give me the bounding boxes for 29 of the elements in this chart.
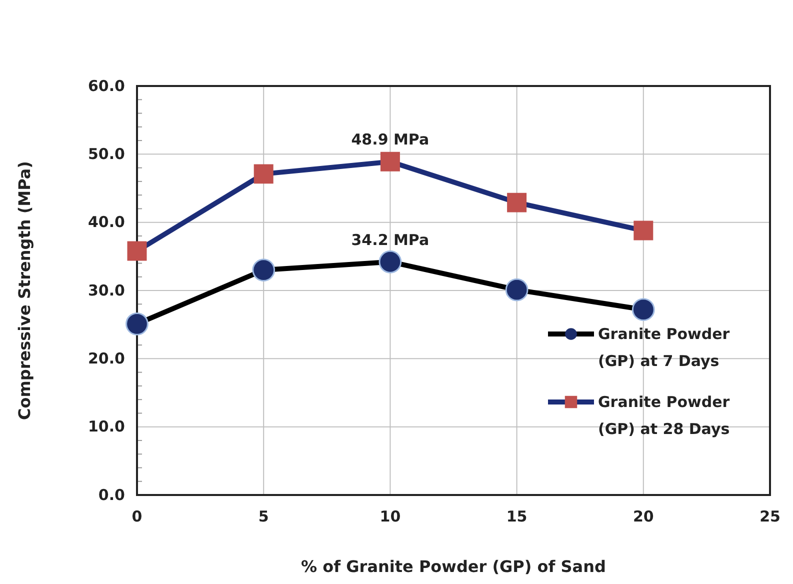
point xyxy=(505,278,528,302)
y-tick-label: 50.0 xyxy=(88,144,125,163)
point xyxy=(634,220,654,240)
point xyxy=(127,241,147,261)
x-tick-label: 25 xyxy=(760,508,780,526)
x-tick-label: 15 xyxy=(506,508,528,526)
y-tick-label: 0.0 xyxy=(98,486,125,504)
point xyxy=(126,312,148,336)
x-tick-label: 20 xyxy=(632,508,654,526)
point xyxy=(507,192,527,212)
y-axis-title: Compressive Strength (MPa) xyxy=(15,161,34,420)
legend-label: Granite Powder (GP) at 28 Days xyxy=(598,393,730,438)
point xyxy=(252,258,276,282)
y-tick-label: 60.0 xyxy=(88,76,125,95)
point xyxy=(254,164,274,184)
y-tick-label: 10.0 xyxy=(88,418,125,436)
x-tick-label: 5 xyxy=(258,508,269,526)
y-tick-label: 40.0 xyxy=(88,213,125,232)
x-tick-label: 0 xyxy=(132,508,142,526)
annotation: 34.2 MPa xyxy=(351,230,430,249)
x-tick-label: 10 xyxy=(380,508,401,526)
point xyxy=(378,250,402,274)
legend-label: Granite Powder (GP) at 7 Days xyxy=(598,325,730,370)
point xyxy=(380,152,400,172)
point xyxy=(632,298,655,322)
annotation: 48.9 MPa xyxy=(351,130,430,149)
y-tick-label: 20.0 xyxy=(88,349,125,368)
x-axis-title: % of Granite Powder (GP) of Sand xyxy=(301,557,606,576)
y-tick-label: 30.0 xyxy=(88,281,125,300)
